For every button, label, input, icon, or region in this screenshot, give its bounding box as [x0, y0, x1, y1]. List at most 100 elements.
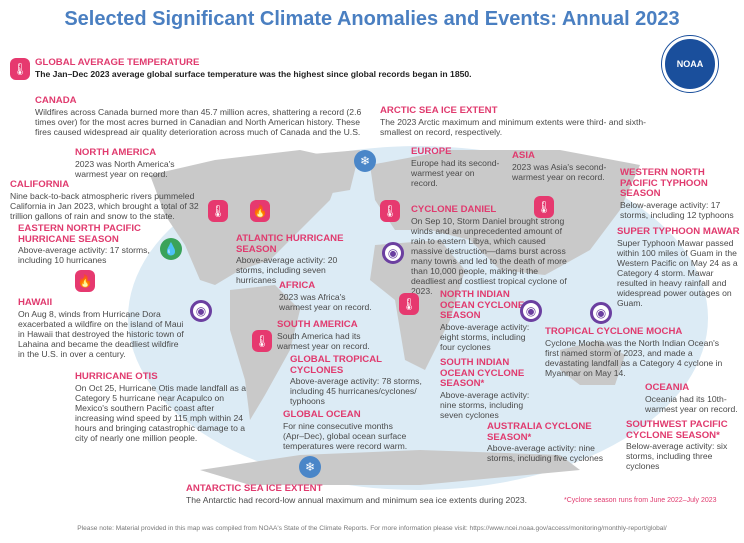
event-title: CANADA [35, 95, 77, 106]
event-title: ARCTIC SEA ICE EXTENT [380, 105, 498, 116]
cyclone-icon: ◉ [590, 302, 612, 324]
event-body: Above-average activity: 78 storms, inclu… [290, 376, 422, 406]
event-swp: SOUTHWEST PACIFIC CYCLONE SEASON* Below-a… [626, 419, 742, 471]
event-title: EUROPE [411, 146, 452, 157]
event-asia: ASIA 2023 was Asia's second-warmest year … [512, 150, 616, 182]
event-australia: AUSTRALIA CYCLONE SEASON* Above-average a… [487, 421, 621, 463]
event-body: Above-average activity: eight storms, in… [440, 321, 530, 352]
event-body: The 2023 Arctic maximum and minimum exte… [380, 116, 647, 137]
event-body: 2023 was Asia's second-warmest year on r… [512, 161, 607, 182]
event-global-ocean: GLOBAL OCEAN For nine consecutive months … [283, 409, 413, 451]
event-title: AUSTRALIA CYCLONE SEASON* [487, 421, 592, 443]
cyclone-icon: ◉ [520, 300, 542, 322]
event-atlantic: ATLANTIC HURRICANE SEASON Above-average a… [236, 233, 361, 285]
antarctica [200, 450, 580, 485]
south-america [230, 285, 300, 420]
event-south-america: SOUTH AMERICA South America had its warme… [277, 319, 389, 351]
event-global-tc: GLOBAL TROPICAL CYCLONES Above-average ac… [290, 354, 435, 406]
thermometer-icon: 🌡 [10, 58, 30, 80]
event-title: SOUTH INDIAN OCEAN CYCLONE SEASON* [440, 357, 525, 389]
event-title: CYCLONE DANIEL [411, 204, 497, 215]
event-body: The Antarctic had record-low annual maxi… [186, 494, 528, 505]
event-title: WESTERN NORTH PACIFIC TYPHOON SEASON [620, 167, 708, 199]
north-america [150, 150, 345, 285]
event-wnp: WESTERN NORTH PACIFIC TYPHOON SEASON Belo… [620, 167, 742, 220]
event-otis: HURRICANE OTIS On Oct 25, Hurricane Otis … [75, 371, 253, 443]
sea-ice-icon: ❄ [354, 150, 376, 172]
event-title: GLOBAL TROPICAL CYCLONES [290, 354, 382, 376]
event-body: Below-average activity: 17 storms, inclu… [620, 199, 734, 220]
event-title: NORTH AMERICA [75, 147, 157, 158]
sea-ice-icon: ❄ [299, 456, 321, 478]
event-mawar: SUPER TYPHOON MAWAR Super Typhoon Mawar p… [617, 226, 742, 308]
event-title: SUPER TYPHOON MAWAR [617, 226, 740, 237]
event-body: Europe had its second-warmest year on re… [411, 157, 500, 188]
raindrops-icon: 💧 [160, 238, 182, 260]
fire-icon: 🔥 [75, 270, 95, 292]
event-body: On Sep 10, Storm Daniel brought strong w… [411, 215, 567, 296]
event-title: ATLANTIC HURRICANE SEASON [236, 233, 344, 255]
australia [560, 340, 625, 385]
fire-icon: 🔥 [250, 200, 270, 222]
event-body: Above-average activity: 17 storms, inclu… [18, 245, 150, 265]
event-africa: AFRICA 2023 was Africa's warmest year on … [279, 280, 379, 312]
footnote: *Cyclone season runs from June 2022–July… [564, 497, 717, 504]
thermometer-icon: 🌡 [534, 196, 554, 218]
event-title: HURRICANE OTIS [75, 371, 158, 382]
eurasia [370, 150, 640, 275]
event-body: For nine consecutive months (Apr–Dec), g… [283, 420, 408, 451]
event-body: South America had its warmest year on re… [277, 330, 370, 351]
event-arctic: ARCTIC SEA ICE EXTENT The 2023 Arctic max… [380, 105, 650, 137]
event-daniel: CYCLONE DANIEL On Sep 10, Storm Daniel br… [411, 204, 573, 296]
event-global-temp: GLOBAL AVERAGE TEMPERATURE The Jan–Dec 20… [35, 57, 635, 79]
event-body: Super Typhoon Mawar passed within 100 mi… [617, 237, 738, 308]
event-body: Above-average activity: 20 storms, inclu… [236, 255, 338, 285]
cyclone-icon: ◉ [190, 300, 212, 322]
event-title: AFRICA [279, 280, 316, 291]
event-north-america: NORTH AMERICA 2023 was North America's wa… [75, 147, 205, 179]
event-title: NORTH INDIAN OCEAN CYCLONE SEASON [440, 289, 525, 321]
event-canada: CANADA Wildfires across Canada burned mor… [35, 95, 376, 137]
event-mocha: TROPICAL CYCLONE MOCHA Cyclone Mocha was … [545, 326, 735, 378]
greenland [300, 150, 360, 195]
event-body: Below-average activity: six storms, incl… [626, 441, 728, 471]
thermometer-icon: 🌡 [380, 200, 400, 222]
event-title: ASIA [512, 150, 535, 161]
event-body: On Oct 25, Hurricane Otis made landfall … [75, 382, 246, 443]
cyclone-icon: ◉ [382, 242, 404, 264]
event-california: CALIFORNIA Nine back-to-back atmospheric … [10, 179, 210, 221]
page-title: Selected Significant Climate Anomalies a… [64, 8, 680, 30]
source-note: Please note: Material provided in this m… [77, 525, 667, 532]
noaa-logo: NOAA [662, 36, 718, 92]
event-title: SOUTHWEST PACIFIC CYCLONE SEASON* [626, 419, 728, 441]
event-body: Nine back-to-back atmospheric rivers pum… [10, 190, 199, 221]
continents [150, 150, 640, 485]
event-body: On Aug 8, winds from Hurricane Dora exac… [18, 308, 184, 359]
event-europe: EUROPE Europe had its second-warmest year… [411, 146, 501, 188]
event-sio: SOUTH INDIAN OCEAN CYCLONE SEASON* Above-… [440, 357, 544, 420]
event-body: 2023 was Africa's warmest year on record… [279, 291, 372, 312]
event-title: ANTARCTIC SEA ICE EXTENT [186, 483, 323, 494]
event-title: HAWAII [18, 297, 53, 308]
event-body: The Jan–Dec 2023 average global surface … [35, 68, 472, 79]
event-title: TROPICAL CYCLONE MOCHA [545, 326, 683, 337]
event-body: Above-average activity: nine storms, inc… [440, 389, 530, 420]
event-title: OCEANIA [645, 382, 690, 393]
event-hawaii: HAWAII On Aug 8, winds from Hurricane Dor… [18, 297, 184, 359]
thermometer-icon: 🌡 [399, 293, 419, 315]
event-title: GLOBAL OCEAN [283, 409, 361, 420]
event-body: Cyclone Mocha was the North Indian Ocean… [545, 337, 723, 378]
event-enp: EASTERN NORTH PACIFIC HURRICANE SEASON Ab… [18, 223, 156, 265]
event-title: EASTERN NORTH PACIFIC HURRICANE SEASON [18, 223, 141, 245]
event-body: Oceania had its 10th-warmest year on rec… [645, 393, 738, 414]
event-title: GLOBAL AVERAGE TEMPERATURE [35, 57, 200, 68]
event-body: 2023 was North America's warmest year on… [75, 158, 175, 179]
event-body: Above-average activity: nine storms, inc… [487, 443, 604, 463]
event-oceania: OCEANIA Oceania had its 10th-warmest year… [645, 382, 740, 414]
event-title: CALIFORNIA [10, 179, 70, 190]
event-nio: NORTH INDIAN OCEAN CYCLONE SEASON Above-a… [440, 289, 536, 352]
event-title: SOUTH AMERICA [277, 319, 358, 330]
event-antarctic: ANTARCTIC SEA ICE EXTENT The Antarctic ha… [186, 483, 558, 505]
event-body: Wildfires across Canada burned more than… [35, 106, 362, 137]
